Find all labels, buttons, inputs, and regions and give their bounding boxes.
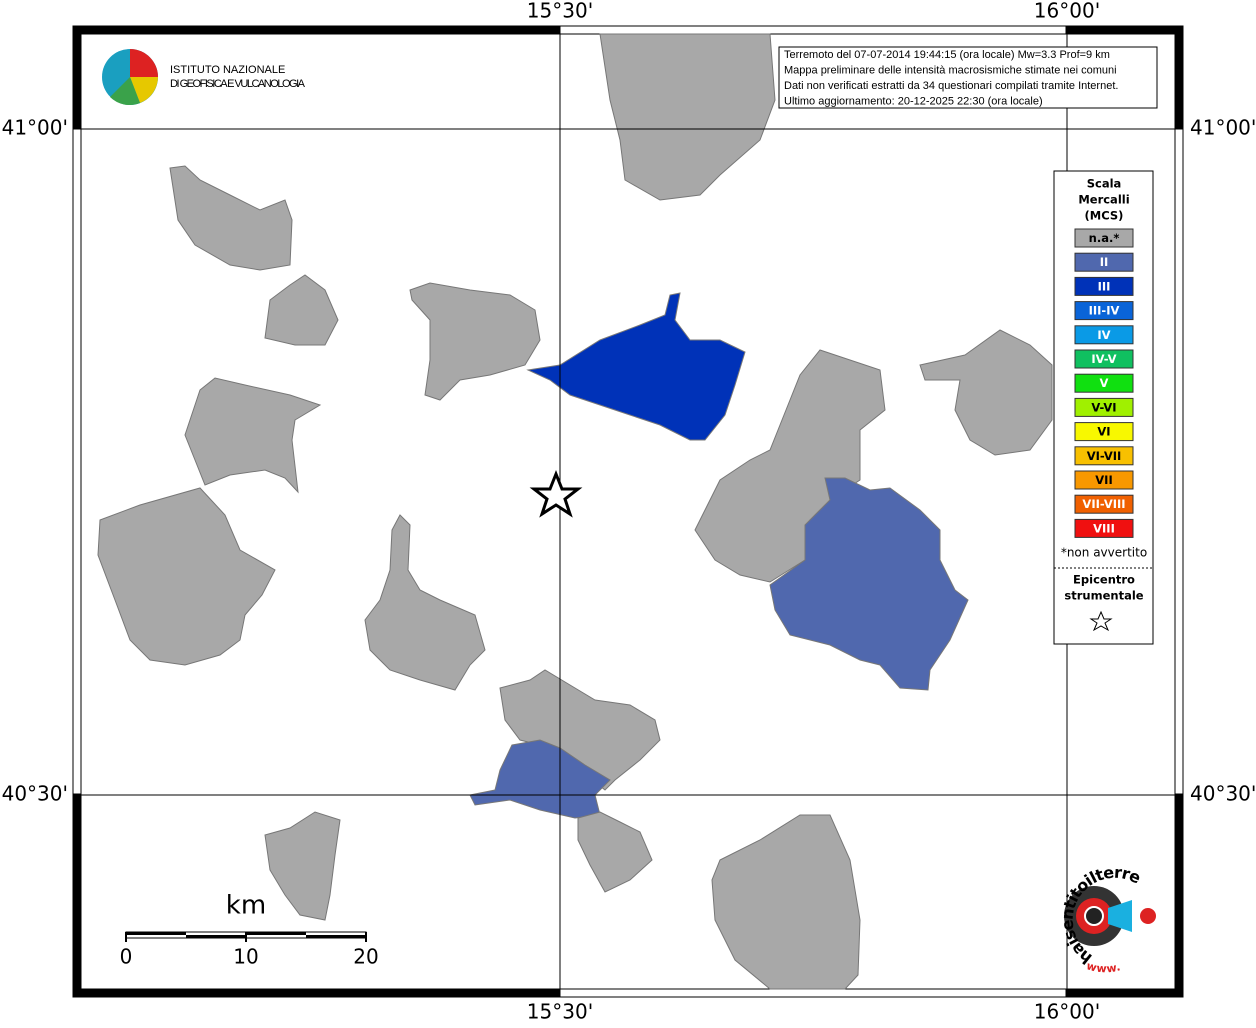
municipality — [526, 292, 746, 441]
border-segment — [559, 988, 1067, 998]
legend-title: (MCS) — [1085, 209, 1124, 223]
municipality — [184, 377, 322, 494]
municipality — [264, 811, 341, 921]
legend-swatch — [1074, 325, 1134, 345]
legend-label: VI — [1097, 425, 1110, 439]
institute-name: DI GEOFISICA E VULCANOLOGIA — [170, 78, 306, 90]
scale-tick-label: 0 — [120, 945, 133, 969]
legend-label: VI-VII — [1087, 449, 1122, 463]
legend-swatch — [1074, 349, 1134, 369]
legend-label: III — [1098, 279, 1111, 293]
info-line: Mappa preliminare delle intensità macros… — [784, 64, 1117, 76]
legend-title: Mercalli — [1078, 193, 1129, 207]
info-text: Terremoto del 07-07-2014 19:44:15 (ora l… — [784, 49, 1118, 108]
lon-label: 15°30' — [527, 0, 593, 23]
legend-label: II — [1100, 255, 1109, 269]
site-prefix: www. — [1085, 959, 1122, 975]
legend-swatch — [1074, 373, 1134, 393]
info-line: Terremoto del 07-07-2014 19:44:15 (ora l… — [784, 49, 1110, 61]
site-prefix-path: www. — [1085, 959, 1122, 975]
border-segment — [559, 25, 1067, 35]
municipalities — [97, 33, 1053, 990]
legend-swatch — [1074, 276, 1134, 296]
legend-swatch — [1074, 397, 1134, 417]
legend-label: VII — [1095, 473, 1112, 487]
municipality — [711, 814, 861, 990]
legend-label: III-IV — [1089, 304, 1120, 318]
legend: ScalaMercalli(MCS)n.a.*IIIIIIII-IVIVIV-V… — [1061, 177, 1147, 603]
institute-name: ISTITUTO NAZIONALE — [170, 64, 285, 76]
info-line: Dati non verificati estratti da 34 quest… — [784, 80, 1118, 92]
legend-swatch — [1074, 446, 1134, 466]
scale-bar-segment — [126, 932, 186, 935]
logo-question — [1140, 908, 1156, 924]
legend-label: VII-VIII — [1082, 497, 1125, 511]
municipality — [694, 349, 886, 583]
municipality — [599, 33, 776, 201]
border-segment — [1066, 25, 1184, 35]
info-box — [778, 46, 1158, 109]
municipality — [364, 514, 486, 691]
border-segment — [72, 25, 82, 129]
legend-swatch — [1074, 518, 1134, 538]
lon-label: 16°00' — [1034, 0, 1100, 23]
border-segment — [72, 988, 560, 998]
border-segment — [1066, 988, 1184, 998]
ingv-logo: ISTITUTO NAZIONALE DI GEOFISICA E VULCAN… — [102, 49, 306, 106]
municipality — [264, 274, 339, 346]
legend-epicenter: strumentale — [1064, 589, 1143, 603]
scale-unit: km — [226, 891, 266, 921]
legend-swatch — [1074, 301, 1134, 321]
lon-label: 15°30' — [527, 1000, 593, 1024]
legend-swatch — [1074, 494, 1134, 514]
legend-label: V-VI — [1091, 400, 1116, 414]
municipality — [469, 739, 611, 819]
legend-swatch — [1074, 470, 1134, 490]
legend-title: Scala — [1087, 177, 1122, 191]
border-segment — [72, 794, 82, 998]
legend-label: IV-V — [1091, 352, 1116, 366]
legend-swatch — [1074, 228, 1134, 248]
logo-segment — [130, 77, 158, 103]
legend-epicenter: Epicentro — [1073, 573, 1135, 587]
legend-swatch — [1074, 422, 1134, 442]
border-segment — [1174, 794, 1184, 998]
municipality — [577, 811, 653, 893]
scale-tick-label: 10 — [233, 945, 258, 969]
scale-tick-label: 20 — [353, 945, 378, 969]
municipality — [409, 282, 541, 401]
municipality — [97, 487, 276, 666]
municipality — [919, 329, 1053, 456]
scale-bar-segment — [306, 935, 366, 938]
border-segment — [1174, 128, 1184, 795]
scale-bar-segment — [246, 932, 306, 935]
municipality — [169, 165, 293, 271]
logo-segment — [110, 77, 140, 106]
lat-label: 40°30' — [2, 782, 68, 806]
logo-circle — [1084, 906, 1104, 926]
info-line: Ultimo aggiornamento: 20-12-2025 22:30 (… — [784, 95, 1043, 107]
scale-bar-segment — [186, 935, 246, 938]
border-segment — [72, 128, 82, 795]
legend-note: *non avvertito — [1061, 546, 1147, 560]
municipality — [769, 477, 969, 691]
legend-epicenter-symbol — [1089, 610, 1113, 632]
legend-label: n.a.* — [1089, 231, 1120, 245]
border-segment — [1174, 25, 1184, 129]
logo-segment — [130, 49, 158, 77]
scale-bar: km 0 10 20 — [120, 891, 379, 969]
legend-label: VIII — [1093, 521, 1115, 535]
logo-speaker — [1108, 900, 1132, 932]
border-segment — [72, 25, 560, 35]
legend-swatch — [1074, 252, 1134, 272]
lat-label: 40°30' — [1190, 782, 1256, 806]
frame-border — [72, 25, 1184, 998]
lat-label: 41°00' — [2, 116, 68, 140]
legend-label: V — [1100, 376, 1109, 390]
lat-label: 41°00' — [1190, 116, 1256, 140]
lon-label: 16°00' — [1034, 1000, 1100, 1024]
epicenter — [529, 469, 583, 518]
legend-label: IV — [1097, 328, 1110, 342]
